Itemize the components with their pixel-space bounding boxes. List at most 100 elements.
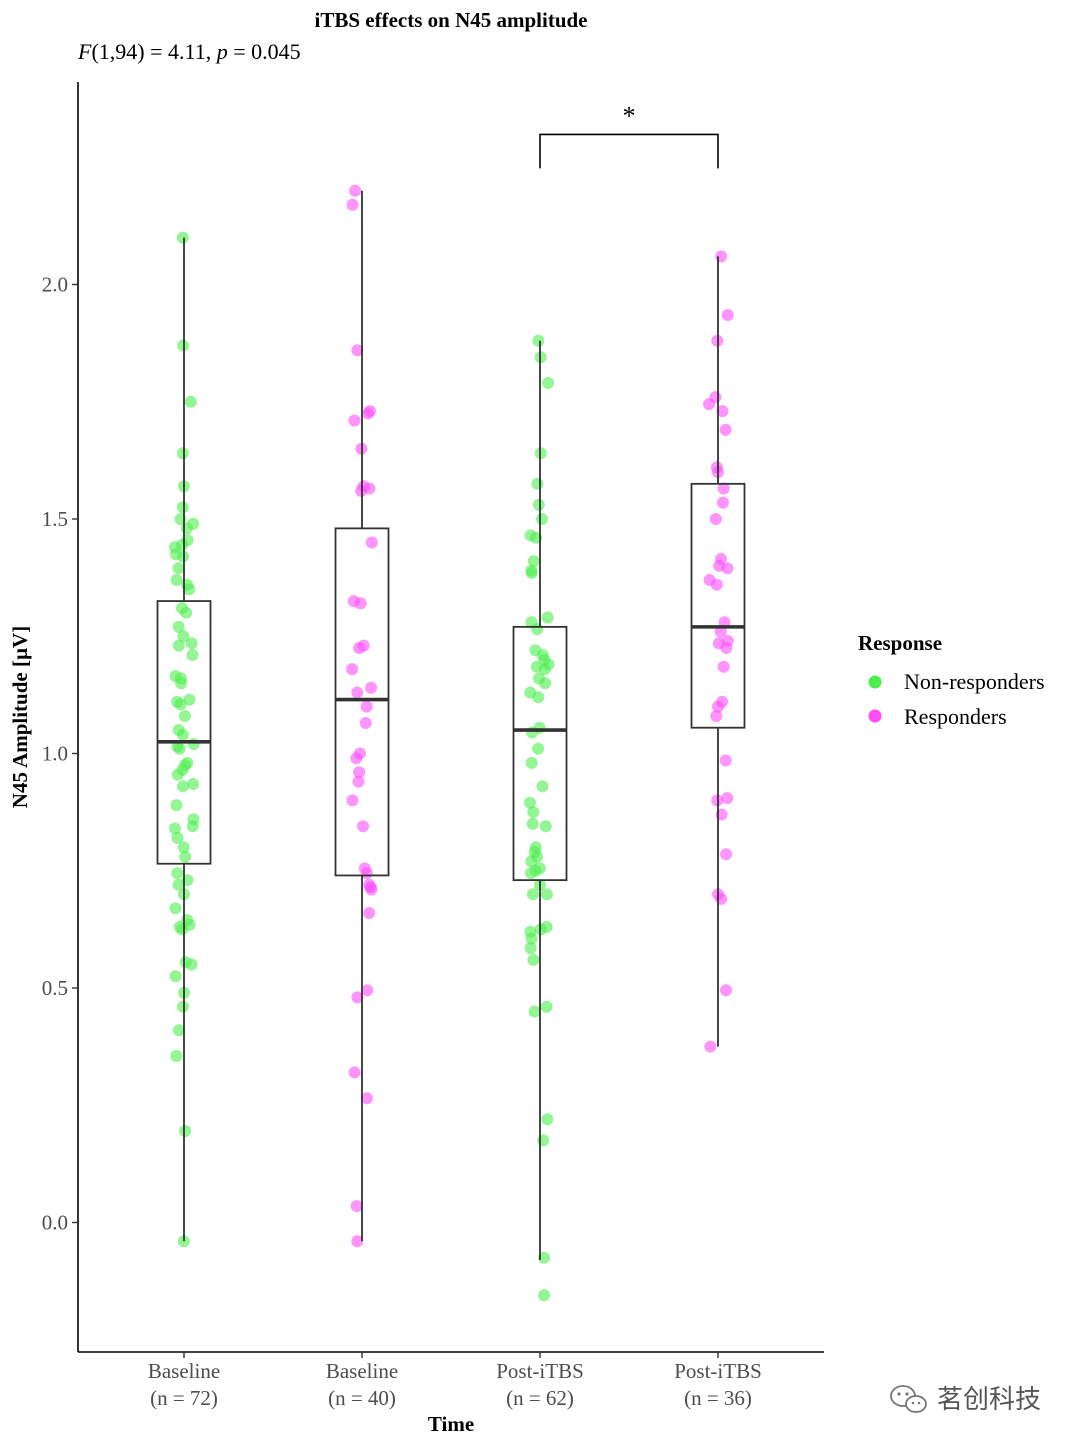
subtitle-p-symbol: p bbox=[215, 39, 228, 64]
data-point-g3-37 bbox=[530, 660, 543, 673]
legend-label-non-responders: Non-responders bbox=[904, 669, 1045, 694]
legend: Response Non-responders Responders bbox=[858, 631, 1045, 729]
x-ticks: Baseline (n = 72) Baseline (n = 40) Post-iTB… bbox=[148, 1352, 762, 1410]
data-point-g3-12 bbox=[540, 921, 553, 933]
data-point-g4-12 bbox=[716, 695, 729, 708]
data-point-g1-19 bbox=[179, 850, 192, 863]
data-point-g2-3 bbox=[360, 1092, 373, 1105]
subtitle-p-text: = 0.045 bbox=[228, 39, 301, 64]
data-point-g4-28 bbox=[710, 461, 723, 474]
data-point-g1-47 bbox=[177, 630, 190, 643]
data-point-g1-53 bbox=[170, 574, 183, 586]
data-point-g1-66 bbox=[184, 395, 197, 408]
data-point-g1-36 bbox=[172, 724, 185, 736]
boxes bbox=[156, 190, 746, 1261]
data-point-g2-23 bbox=[346, 663, 359, 676]
data-point-g2-5 bbox=[351, 991, 364, 1004]
data-point-g3-10 bbox=[524, 925, 537, 938]
data-point-g2-19 bbox=[359, 717, 372, 729]
data-point-g1-48 bbox=[172, 620, 185, 633]
data-point-g2-14 bbox=[346, 794, 359, 807]
data-point-g1-61 bbox=[187, 517, 200, 530]
significance-bracket: * bbox=[539, 101, 719, 169]
y-tick-label-4: 1.5 bbox=[42, 507, 68, 531]
data-point-g4-20 bbox=[703, 574, 716, 586]
data-point-g2-33 bbox=[348, 414, 361, 427]
data-point-g1-54 bbox=[172, 562, 185, 575]
legend-label-responders: Responders bbox=[904, 704, 1007, 729]
x-tick-label-4: Post-iTBS bbox=[674, 1359, 762, 1383]
watermark-text: 茗创科技 bbox=[937, 1385, 1041, 1415]
data-point-g4-5 bbox=[720, 848, 733, 861]
data-point-g3-33 bbox=[524, 686, 537, 699]
data-point-g3-49 bbox=[524, 529, 537, 542]
data-point-g1-44 bbox=[186, 649, 199, 661]
x-tick-count-4: (n = 36) bbox=[684, 1386, 752, 1410]
box-g3 bbox=[512, 625, 568, 882]
data-point-g1-37 bbox=[178, 710, 191, 722]
data-point-g2-2 bbox=[350, 1200, 363, 1213]
data-point-g4-13 bbox=[717, 660, 730, 673]
x-axis-title: Time bbox=[428, 1412, 474, 1436]
data-point-g2-35 bbox=[363, 405, 376, 418]
x-tick-label-1: Baseline bbox=[148, 1359, 220, 1383]
box-g4 bbox=[690, 482, 746, 729]
data-point-g1-7 bbox=[169, 970, 182, 983]
data-point-g1-65 bbox=[176, 447, 189, 460]
data-point-g1-50 bbox=[176, 602, 188, 615]
data-point-g3-35 bbox=[533, 672, 545, 685]
data-point-g3-56 bbox=[532, 334, 545, 347]
data-point-g1-52 bbox=[181, 578, 194, 591]
data-point-g4-2 bbox=[720, 984, 732, 997]
data-point-g3-24 bbox=[526, 817, 539, 830]
data-point-g1-24 bbox=[187, 813, 200, 826]
data-point-g2-13 bbox=[357, 820, 370, 833]
data-point-g2-18 bbox=[353, 747, 366, 760]
x-tick-count-1: (n = 72) bbox=[150, 1386, 218, 1410]
data-point-g1-25 bbox=[170, 799, 183, 812]
data-point-g2-38 bbox=[349, 184, 362, 197]
data-point-g1-14 bbox=[169, 902, 182, 915]
data-point-g2-4 bbox=[348, 1066, 361, 1079]
legend-key-responders bbox=[868, 709, 882, 723]
data-point-g3-31 bbox=[533, 721, 546, 734]
data-point-g2-22 bbox=[365, 681, 378, 694]
data-point-g2-20 bbox=[360, 700, 373, 713]
legend-key-non-responders bbox=[868, 675, 882, 689]
y-tick-label-3: 1.0 bbox=[42, 742, 68, 766]
data-point-g1-31 bbox=[181, 756, 194, 769]
data-point-g2-1 bbox=[351, 1235, 364, 1248]
data-point-g2-10 bbox=[363, 878, 376, 891]
data-point-g2-31 bbox=[357, 480, 370, 493]
y-tick-label-2: 0.5 bbox=[42, 976, 68, 1000]
data-point-g1-68 bbox=[176, 231, 189, 244]
data-point-g3-50 bbox=[536, 513, 548, 525]
data-point-g4-34 bbox=[721, 309, 734, 321]
data-point-g2-15 bbox=[352, 775, 365, 788]
data-point-g2-21 bbox=[351, 686, 364, 699]
data-point-g2-27 bbox=[347, 595, 360, 608]
data-point-g2-37 bbox=[346, 198, 359, 211]
y-ticks: 0.0 0.5 1.0 1.5 2.0 bbox=[42, 273, 78, 1235]
subtitle-stat-df: (1,94) = 4.11, bbox=[91, 39, 216, 64]
data-point-g2-28 bbox=[365, 536, 378, 549]
data-point-g4-8 bbox=[721, 792, 734, 805]
data-point-g3-22 bbox=[529, 841, 542, 854]
data-point-g3-1 bbox=[538, 1289, 551, 1302]
data-point-g3-43 bbox=[525, 616, 538, 629]
data-point-g4-9 bbox=[719, 754, 732, 767]
data-point-g1-21 bbox=[171, 831, 184, 844]
data-point-g2-25 bbox=[357, 639, 370, 652]
data-point-g1-67 bbox=[177, 339, 189, 352]
data-point-g4-32 bbox=[709, 391, 722, 404]
x-tick-count-3: (n = 62) bbox=[506, 1386, 574, 1410]
data-point-g1-43 bbox=[169, 670, 182, 683]
watermark: 茗创科技 bbox=[890, 1385, 1041, 1415]
data-point-g3-46 bbox=[525, 564, 538, 577]
data-point-g3-4 bbox=[541, 1113, 554, 1126]
significance-star: * bbox=[623, 101, 636, 130]
data-point-g1-45 bbox=[172, 639, 185, 652]
data-point-g3-13 bbox=[540, 888, 553, 901]
data-point-g4-25 bbox=[717, 496, 729, 509]
